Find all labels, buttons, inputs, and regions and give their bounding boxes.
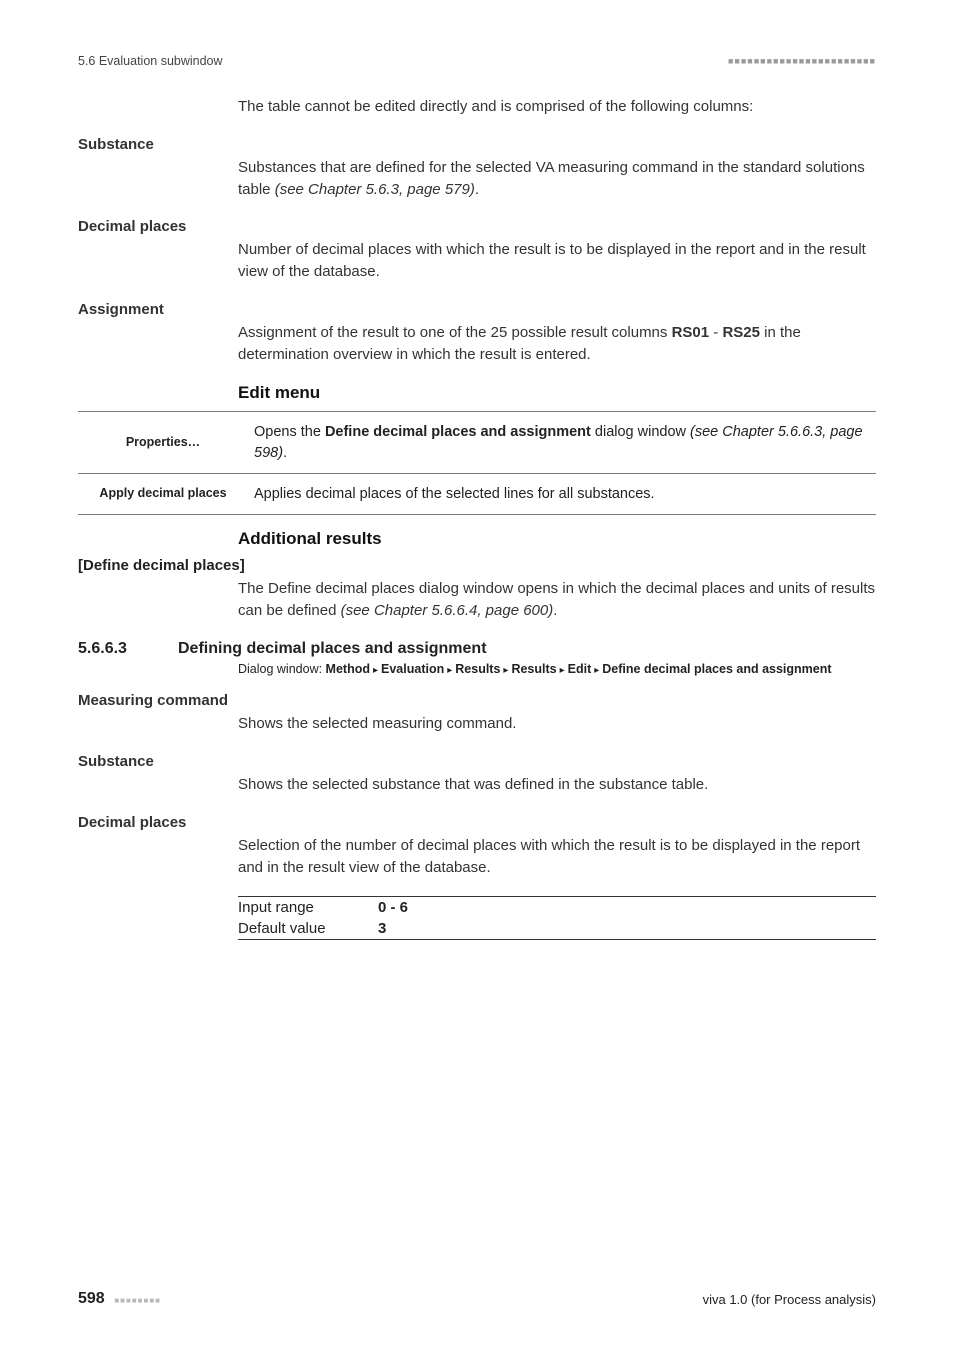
footer-product: viva 1.0 (for Process analysis): [703, 1292, 876, 1307]
range-value: 0 - 6: [378, 897, 876, 919]
range-value: 3: [378, 918, 876, 940]
footer-left: 598 ■■■■■■■■: [78, 1290, 161, 1308]
header-section-path: 5.6 Evaluation subwindow: [78, 54, 223, 68]
table-row: Default value 3: [238, 918, 876, 940]
dialog-prefix: Dialog window:: [238, 662, 326, 676]
menu-item-label: Properties…: [78, 412, 248, 474]
term-body-bold: RS25: [722, 324, 760, 341]
define-decimal-places-bracket: [Define decimal places]: [78, 557, 876, 574]
term-heading: Measuring command: [78, 692, 876, 709]
term-body: Number of decimal places with which the …: [238, 239, 876, 283]
term-substance: Substance Substances that are defined fo…: [78, 136, 876, 201]
page-number: 598: [78, 1290, 105, 1307]
term-body-mid: -: [709, 324, 722, 341]
body-post: .: [553, 602, 557, 619]
menu-item-desc: Applies decimal places of the selected l…: [248, 473, 876, 514]
crumb: Method: [326, 662, 370, 676]
term-body-text: Number of decimal places with which the …: [238, 241, 866, 280]
desc-text: Opens the: [254, 424, 325, 440]
range-table: Input range 0 - 6 Default value 3: [238, 896, 876, 940]
menu-item-desc: Opens the Define decimal places and assi…: [248, 412, 876, 474]
crumb: Edit: [568, 662, 592, 676]
section-5-6-6-3-heading: 5.6.6.3 Defining decimal places and assi…: [78, 640, 876, 658]
term-body: Shows the selected substance that was de…: [238, 774, 876, 796]
dialog-breadcrumb: Dialog window: Method▸Evaluation▸Results…: [238, 660, 876, 679]
desc-text: Applies decimal places of the selected l…: [254, 486, 655, 502]
chevron-right-icon: ▸: [447, 665, 452, 676]
term-substance-2: Substance Shows the selected substance t…: [78, 753, 876, 796]
body-ref: (see Chapter 5.6.6.4, page 600): [341, 602, 554, 619]
section-number: 5.6.6.3: [78, 640, 178, 658]
term-body-post: .: [475, 181, 479, 198]
term-measuring-command: Measuring command Shows the selected mea…: [78, 692, 876, 735]
term-assignment: Assignment Assignment of the result to o…: [78, 301, 876, 366]
additional-results-title: Additional results: [238, 529, 876, 549]
menu-item-label: Apply decimal places: [78, 473, 248, 514]
crumb: Define decimal places and assignment: [602, 662, 831, 676]
intro-paragraph: The table cannot be edited directly and …: [238, 96, 876, 118]
crumb: Results: [455, 662, 500, 676]
page-footer: 598 ■■■■■■■■ viva 1.0 (for Process analy…: [78, 1290, 876, 1308]
chevron-right-icon: ▸: [503, 665, 508, 676]
term-heading: Decimal places: [78, 218, 876, 235]
edit-menu-table: Properties… Opens the Define decimal pla…: [78, 411, 876, 515]
range-label: Default value: [238, 918, 378, 940]
term-body: Substances that are defined for the sele…: [238, 157, 876, 201]
term-heading: Substance: [78, 136, 876, 153]
desc-text: dialog window: [591, 424, 690, 440]
term-body-bold: RS01: [672, 324, 710, 341]
footer-ornament-squares: ■■■■■■■■: [114, 1296, 161, 1305]
term-body: Selection of the number of decimal place…: [238, 835, 876, 879]
term-body-ref: (see Chapter 5.6.3, page 579): [275, 181, 475, 198]
additional-body: The Define decimal places dialog window …: [238, 578, 876, 622]
term-heading: Substance: [78, 753, 876, 770]
crumb: Results: [511, 662, 556, 676]
term-body-text: Assignment of the result to one of the 2…: [238, 324, 672, 341]
table-row: Properties… Opens the Define decimal pla…: [78, 412, 876, 474]
page-header: 5.6 Evaluation subwindow ■■■■■■■■■■■■■■■…: [78, 54, 876, 68]
range-label: Input range: [238, 897, 378, 919]
chevron-right-icon: ▸: [560, 665, 565, 676]
crumb: Evaluation: [381, 662, 444, 676]
term-body: Assignment of the result to one of the 2…: [238, 322, 876, 366]
table-row: Input range 0 - 6: [238, 897, 876, 919]
term-heading: Decimal places: [78, 814, 876, 831]
chevron-right-icon: ▸: [373, 665, 378, 676]
term-heading: Assignment: [78, 301, 876, 318]
term-body: Shows the selected measuring command.: [238, 713, 876, 735]
section-title: Defining decimal places and assignment: [178, 640, 487, 658]
desc-bold: Define decimal places and assignment: [325, 424, 591, 440]
chevron-right-icon: ▸: [594, 665, 599, 676]
term-decimal-places: Decimal places Number of decimal places …: [78, 218, 876, 283]
edit-menu-title: Edit menu: [238, 383, 876, 403]
desc-text: .: [283, 445, 287, 461]
header-ornament-squares: ■■■■■■■■■■■■■■■■■■■■■■■: [728, 56, 876, 66]
table-row: Apply decimal places Applies decimal pla…: [78, 473, 876, 514]
term-decimal-places-2: Decimal places Selection of the number o…: [78, 814, 876, 879]
